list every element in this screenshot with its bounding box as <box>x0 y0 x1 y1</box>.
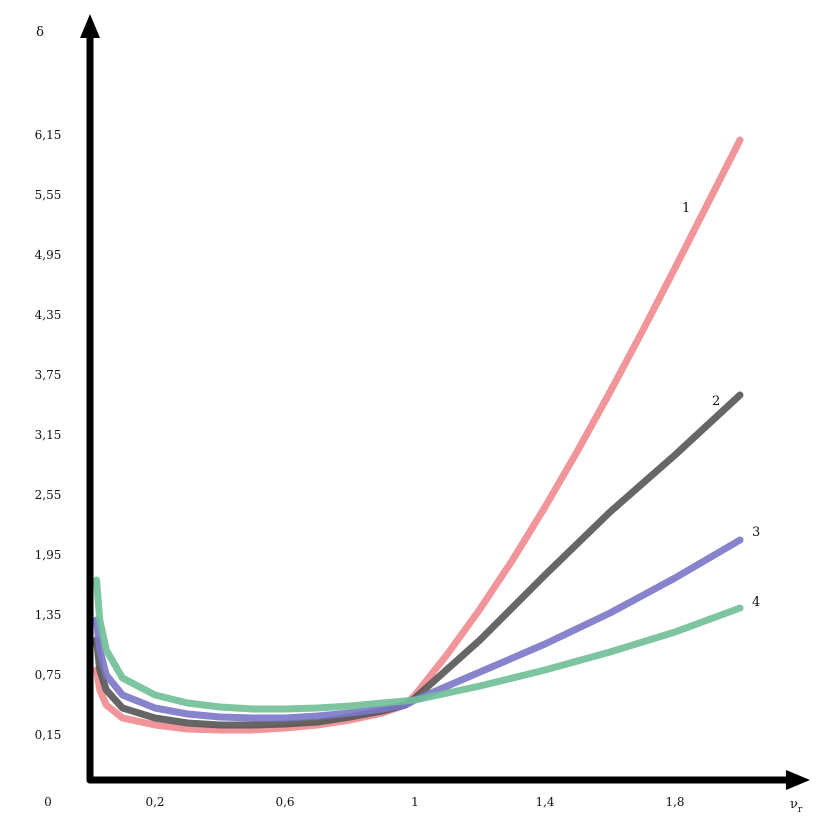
origin-label: 0 <box>44 795 52 809</box>
x-tick-label: 1,4 <box>535 795 554 809</box>
x-tick-label: 0,6 <box>275 795 294 809</box>
y-tick-label: 2,55 <box>35 488 62 502</box>
x-tick-label: 0,2 <box>145 795 164 809</box>
x-axis-label: νr <box>790 797 803 815</box>
y-tick-label: 0,75 <box>35 668 62 682</box>
y-tick-label: 6,15 <box>35 128 62 142</box>
y-tick-label: 3,75 <box>35 368 62 382</box>
series-label-4: 4 <box>752 595 760 610</box>
y-tick-label: 0,15 <box>35 728 62 742</box>
x-tick-label: 1 <box>411 795 419 809</box>
tick-layer: 0,15 0,75 1,35 1,95 2,55 3,15 3,75 4,35 4,95 5,55… <box>35 128 685 809</box>
y-tick-label: 1,35 <box>35 608 62 622</box>
y-axis-arrow <box>80 14 100 38</box>
series-line-2 <box>93 391 744 729</box>
series-label-1: 1 <box>682 201 690 216</box>
y-tick-label: 4,95 <box>35 248 62 262</box>
series-line-3 <box>93 536 744 722</box>
axis-layer <box>80 14 810 790</box>
y-tick-label: 4,35 <box>35 308 62 322</box>
y-axis-label: δ <box>36 25 44 40</box>
series-line-4 <box>93 576 744 713</box>
x-axis-arrow <box>786 770 810 790</box>
series-layer <box>93 136 744 734</box>
y-tick-label: 1,95 <box>35 548 62 562</box>
series-label-3: 3 <box>752 525 760 540</box>
x-tick-label: 1,8 <box>665 795 684 809</box>
label-layer: 1 2 3 4 δ νr <box>36 25 803 815</box>
series-label-2: 2 <box>712 394 720 409</box>
y-tick-label: 3,15 <box>35 428 62 442</box>
y-tick-label: 5,55 <box>35 188 62 202</box>
